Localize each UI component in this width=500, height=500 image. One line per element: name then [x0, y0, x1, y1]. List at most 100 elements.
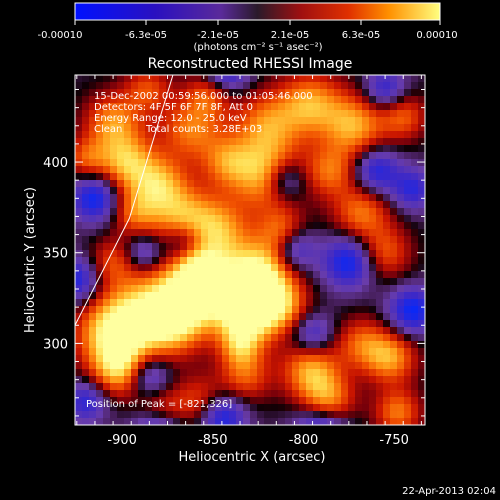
heatmap-cell: [243, 264, 251, 272]
heatmap-cell: [383, 243, 391, 251]
heatmap-cell: [180, 334, 188, 342]
heatmap-cell: [397, 313, 405, 321]
heatmap-cell: [313, 103, 321, 111]
heatmap-cell: [194, 117, 202, 125]
heatmap-cell: [173, 397, 181, 405]
heatmap-cell: [201, 404, 209, 412]
heatmap-cell: [117, 383, 125, 391]
heatmap-cell: [236, 124, 244, 132]
heatmap-cell: [103, 292, 111, 300]
heatmap-cell: [390, 327, 398, 335]
heatmap-cell: [201, 117, 209, 125]
heatmap-cell: [180, 152, 188, 160]
heatmap-cell: [152, 320, 160, 328]
heatmap-cell: [334, 383, 342, 391]
heatmap-cell: [411, 82, 419, 90]
heatmap-cell: [271, 334, 279, 342]
heatmap-cell: [187, 271, 195, 279]
heatmap-cell: [278, 166, 286, 174]
heatmap-cell: [271, 271, 279, 279]
heatmap-cell: [173, 124, 181, 132]
heatmap-cell: [110, 110, 118, 118]
heatmap-cell: [264, 208, 272, 216]
heatmap-cell: [292, 138, 300, 146]
heatmap-cell: [411, 159, 419, 167]
heatmap-cell: [362, 222, 370, 230]
heatmap-cell: [236, 222, 244, 230]
heatmap-cell: [418, 278, 425, 286]
heatmap-cell: [390, 404, 398, 412]
heatmap-cell: [390, 110, 398, 118]
heatmap-cell: [96, 222, 104, 230]
heatmap-cell: [362, 145, 370, 153]
heatmap-cell: [96, 348, 104, 356]
heatmap-cell: [194, 180, 202, 188]
heatmap-cell: [334, 152, 342, 160]
heatmap-cell: [348, 117, 356, 125]
heatmap-cell: [110, 124, 118, 132]
heatmap-cell: [201, 187, 209, 195]
heatmap-cell: [82, 194, 90, 202]
heatmap-cell: [334, 194, 342, 202]
heatmap-cell: [411, 187, 419, 195]
heatmap-cell: [124, 404, 132, 412]
heatmap-cell: [250, 110, 258, 118]
heatmap-cell: [327, 222, 335, 230]
heatmap-cell: [376, 397, 384, 405]
heatmap-cell: [194, 390, 202, 398]
heatmap-cell: [257, 320, 265, 328]
heatmap-cell: [264, 327, 272, 335]
heatmap-cell: [215, 313, 223, 321]
heatmap-cell: [194, 103, 202, 111]
heatmap-cell: [229, 362, 237, 370]
heatmap-cell: [362, 369, 370, 377]
heatmap-cell: [404, 411, 412, 419]
heatmap-cell: [278, 376, 286, 384]
heatmap-cell: [411, 383, 419, 391]
heatmap-cell: [194, 348, 202, 356]
heatmap-cell: [124, 271, 132, 279]
heatmap-cell: [390, 362, 398, 370]
heatmap-cell: [89, 159, 97, 167]
heatmap-cell: [145, 131, 153, 139]
heatmap-cell: [131, 215, 139, 223]
heatmap-cell: [166, 292, 174, 300]
heatmap-cell: [397, 166, 405, 174]
heatmap-cell: [145, 194, 153, 202]
heatmap-cell: [271, 89, 279, 97]
heatmap-cell: [376, 145, 384, 153]
heatmap-cell: [278, 313, 286, 321]
heatmap-cell: [313, 418, 321, 425]
heatmap-cell: [383, 271, 391, 279]
heatmap-cell: [299, 348, 307, 356]
heatmap-cell: [124, 341, 132, 349]
heatmap-cell: [173, 145, 181, 153]
heatmap-cell: [418, 236, 425, 244]
heatmap-cell: [187, 82, 195, 90]
heatmap-cell: [201, 397, 209, 405]
heatmap-cell: [404, 278, 412, 286]
heatmap-cell: [390, 131, 398, 139]
heatmap-cell: [327, 257, 335, 265]
heatmap-cell: [397, 222, 405, 230]
heatmap-cell: [257, 201, 265, 209]
heatmap-cell: [152, 369, 160, 377]
heatmap-cell: [110, 75, 118, 83]
heatmap-cell: [320, 369, 328, 377]
heatmap-cell: [264, 362, 272, 370]
heatmap-cell: [138, 131, 146, 139]
heatmap-cell: [397, 341, 405, 349]
heatmap-cell: [355, 397, 363, 405]
heatmap-cell: [334, 96, 342, 104]
heatmap-cell: [96, 89, 104, 97]
heatmap-cell: [250, 180, 258, 188]
heatmap-cell: [152, 208, 160, 216]
heatmap-cell: [411, 257, 419, 265]
heatmap-cell: [201, 292, 209, 300]
heatmap-cell: [271, 194, 279, 202]
heatmap-cell: [278, 348, 286, 356]
heatmap-cell: [369, 390, 377, 398]
heatmap-cell: [404, 369, 412, 377]
heatmap-cell: [180, 166, 188, 174]
heatmap-cell: [418, 383, 425, 391]
